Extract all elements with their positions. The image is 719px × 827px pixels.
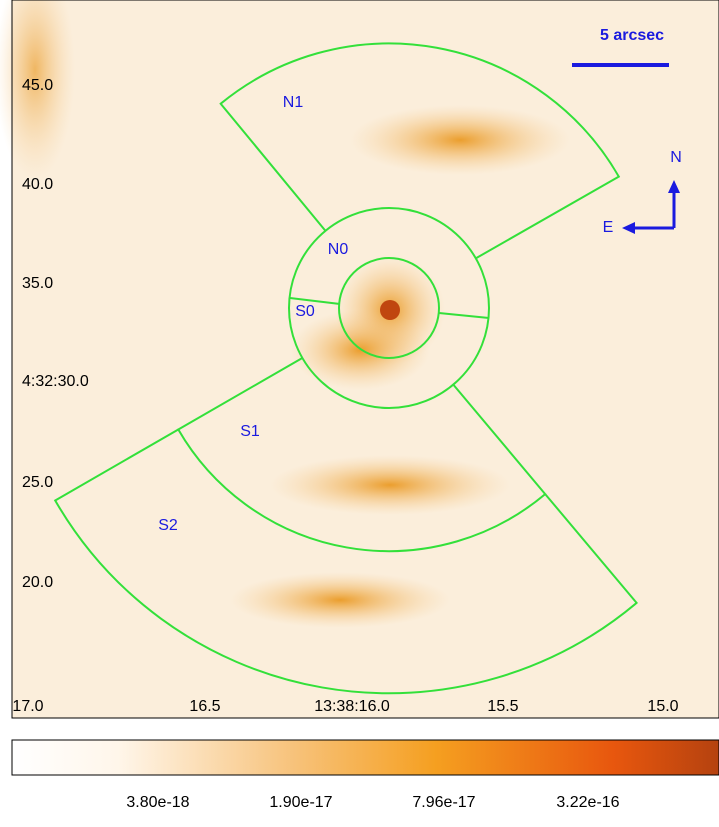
compass-east: E: [603, 219, 614, 236]
y-tick-label: 45.0: [22, 77, 53, 94]
sky-image: [0, 0, 719, 718]
x-tick-label: 16.5: [189, 698, 220, 715]
figure: 45.0 40.0 35.0 4:32:30.0 25.0 20.0 17.0 …: [0, 0, 719, 822]
colorbar: [12, 740, 719, 775]
colorbar-label: 1.90e-17: [269, 794, 332, 811]
colorbar-label: 3.22e-16: [556, 794, 619, 811]
scale-bar-label: 5 arcsec: [600, 27, 664, 44]
x-tick-label: 13:38:16.0: [314, 698, 390, 715]
y-tick-label: 25.0: [22, 474, 53, 491]
x-tick-label: 17.0: [12, 698, 43, 715]
y-tick-label: 4:32:30.0: [22, 373, 89, 390]
colorbar-label: 3.80e-18: [126, 794, 189, 811]
region-label: N0: [328, 241, 349, 258]
x-tick-label: 15.5: [487, 698, 518, 715]
region-label: S0: [295, 303, 315, 320]
region-label: N1: [283, 94, 304, 111]
y-tick-label: 35.0: [22, 275, 53, 292]
y-tick-label: 40.0: [22, 176, 53, 193]
colorbar-label: 7.96e-17: [412, 794, 475, 811]
region-label: S2: [158, 517, 178, 534]
compass-north: N: [670, 149, 682, 166]
x-tick-label: 15.0: [647, 698, 678, 715]
region-label: S1: [240, 423, 260, 440]
page: {"axes": {"y_tick_labels": ["45.0", "40.…: [0, 0, 719, 822]
y-tick-label: 20.0: [22, 574, 53, 591]
